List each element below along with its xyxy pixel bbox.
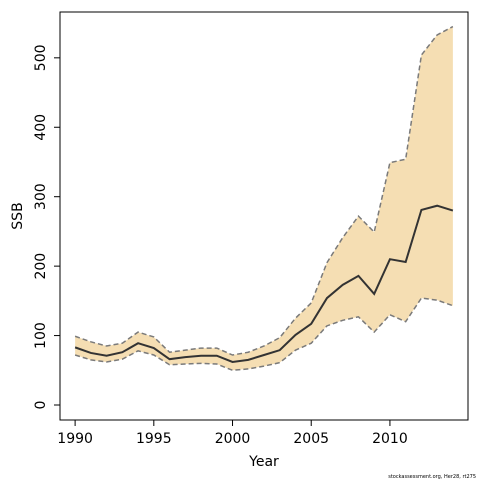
- y-tick-label: 0: [33, 401, 49, 410]
- x-tick-label: 2000: [215, 431, 251, 447]
- y-tick-label: 200: [33, 253, 49, 280]
- y-tick-label: 500: [33, 44, 49, 71]
- ssb-line: [74, 204, 454, 363]
- y-tick-label: 300: [33, 183, 49, 210]
- x-tick-label: 1995: [136, 431, 172, 447]
- confidence-band: [75, 26, 453, 371]
- x-axis-label: Year: [248, 454, 279, 470]
- x-tick-label: 1990: [57, 431, 93, 447]
- upper-bound: [74, 25, 454, 356]
- lower-bound: [74, 297, 454, 372]
- x-tick-label: 2010: [372, 431, 408, 447]
- footnote: stockassessment.org, Her28, rt275: [388, 474, 476, 480]
- x-tick-label: 2005: [293, 431, 329, 447]
- plot-frame: [59, 11, 469, 421]
- y-axis-label: SSB: [10, 202, 26, 229]
- y-tick-label: 100: [33, 322, 49, 349]
- y-tick-label: 400: [33, 114, 49, 141]
